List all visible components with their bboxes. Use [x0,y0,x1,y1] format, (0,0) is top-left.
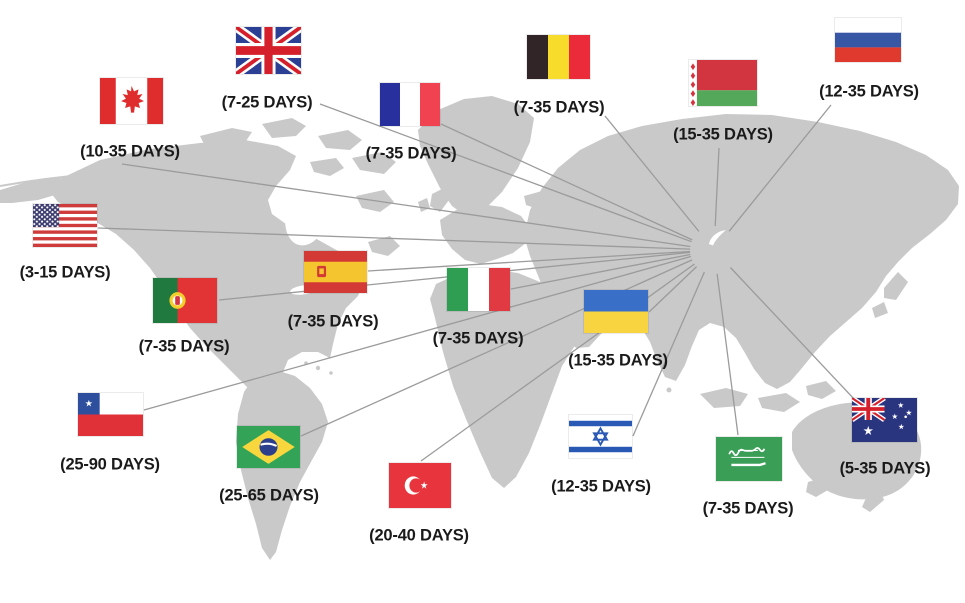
australia-shipping-days-label: (5-35 DAYS) [839,459,931,478]
arctic-island [262,118,306,138]
route-line-italy [510,253,691,290]
philippines [798,332,812,352]
saudi-arabia-shipping-days-label: (7-35 DAYS) [702,499,794,518]
brazil-shipping-days-label: (25-65 DAYS) [219,486,319,505]
japan-south [872,302,888,318]
route-line-canada [121,163,691,248]
europe-landmass [440,204,531,264]
chile-flag-icon [78,393,143,436]
uk-flag-icon [236,27,301,74]
route-line-australia [729,267,856,401]
russia-flag-icon [835,18,901,62]
scandinavia [468,127,521,198]
caribbean-island [329,371,333,375]
chile-shipping-days-label: (25-90 DAYS) [60,455,160,474]
turkey-shipping-days-label: (20-40 DAYS) [369,526,469,545]
canada-shipping-days-label: (10-35 DAYS) [80,142,180,161]
belgium-shipping-days-label: (7-35 DAYS) [513,98,605,117]
japan [884,272,908,300]
australia-flag-icon [852,398,917,442]
alaska-landmass [0,177,70,203]
route-line-france [440,123,693,241]
route-line-usa [97,227,691,250]
russia-shipping-days-label: (12-35 DAYS) [819,82,919,101]
indonesia-island [700,388,748,408]
newfoundland [368,236,400,256]
belarus-flag-icon [689,60,757,106]
brazil-flag-icon [237,426,300,468]
caribbean-island [315,365,321,371]
canada-flag-icon [100,78,163,124]
belarus-shipping-days-label: (15-35 DAYS) [673,125,773,144]
uk-shipping-days-label: (7-25 DAYS) [221,93,313,112]
israel-shipping-days-label: (12-35 DAYS) [551,477,651,496]
arctic-island [352,152,396,174]
hudson-bay [285,182,329,246]
route-line-spain [367,250,691,272]
saudi-arabia-flag-icon [716,437,782,481]
israel-flag-icon [569,415,632,458]
italy-shipping-days-label: (7-35 DAYS) [432,329,524,348]
route-line-brazil [300,259,693,437]
turkey-flag-icon [389,463,451,508]
sri-lanka [666,387,672,393]
route-line-turkey [420,263,695,462]
new-zealand-south [862,490,884,512]
arctic-island [200,128,252,148]
italy-flag-icon [447,268,510,311]
route-line-chile [143,255,692,411]
usa-flag-icon [33,204,97,247]
africa-landmass [430,269,598,488]
route-line-israel [632,271,705,437]
great-britain [430,188,449,212]
usa-shipping-days-label: (3-15 DAYS) [19,263,111,282]
arctic-island [318,130,362,150]
route-line-uk [319,103,692,243]
belgium-flag-icon [527,35,590,79]
route-line-belarus [714,147,720,227]
france-shipping-days-label: (7-35 DAYS) [365,144,457,163]
route-line-belgium [604,115,700,232]
tasmania [806,478,828,497]
new-zealand-north [876,470,899,493]
portugal-flag-icon [153,278,217,323]
arctic-island [310,158,344,176]
indonesia-island [758,393,800,412]
new-guinea [806,381,836,399]
route-line-russia [728,104,832,232]
spain-flag-icon [304,251,367,293]
route-line-saudi-arabia [716,273,739,436]
route-line-ukraine [648,266,698,313]
ukraine-shipping-days-label: (15-35 DAYS) [568,351,668,370]
france-flag-icon [380,83,440,126]
spain-shipping-days-label: (7-35 DAYS) [287,312,379,331]
hub-marker [709,230,726,246]
ukraine-flag-icon [584,290,648,333]
portugal-shipping-days-label: (7-35 DAYS) [138,337,230,356]
